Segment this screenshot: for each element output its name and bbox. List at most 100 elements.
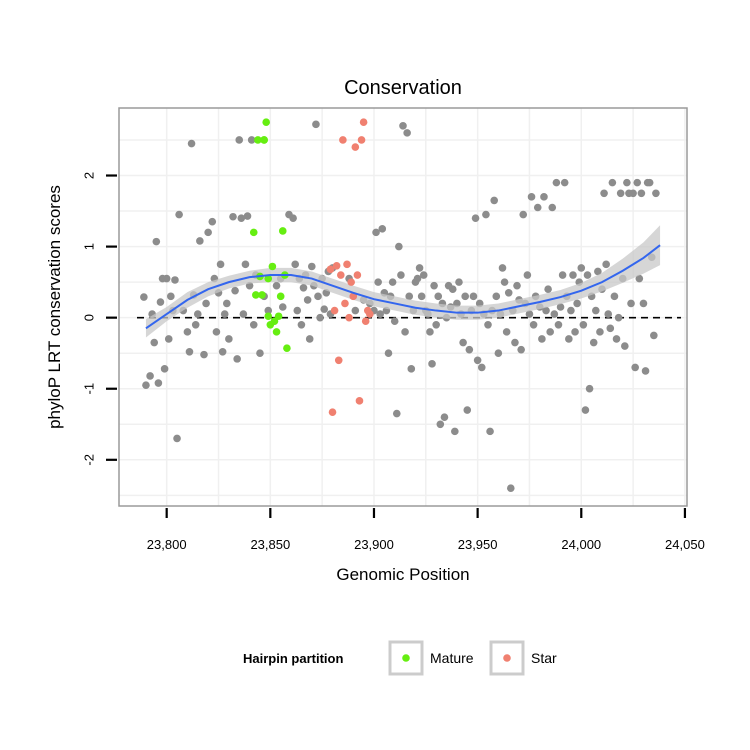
data-point-mature [276, 292, 285, 301]
data-point-star [349, 292, 358, 301]
data-point-other [583, 271, 592, 279]
data-point-other [200, 350, 208, 359]
data-point-other [202, 299, 210, 308]
data-point-other [544, 285, 552, 294]
data-point-other [473, 356, 482, 365]
data-point-other [471, 214, 480, 222]
data-point-other [316, 313, 324, 322]
data-point-other [256, 349, 264, 357]
data-point-other [500, 278, 509, 286]
legend-title: Hairpin partition [243, 651, 343, 666]
data-point-star [328, 408, 337, 416]
data-point-mature [268, 262, 277, 271]
data-point-other [550, 310, 559, 318]
data-point-mature [272, 328, 281, 336]
data-point-other [633, 178, 642, 187]
data-point-other [606, 324, 615, 333]
data-point-other [567, 306, 575, 315]
data-point-other [413, 274, 422, 283]
legend: Hairpin partition Mature Star [243, 640, 557, 676]
data-point-other [631, 363, 639, 372]
data-point-other [403, 129, 411, 137]
data-point-other [249, 320, 258, 329]
data-point-other [604, 310, 613, 318]
data-point-mature [270, 317, 279, 326]
data-point-other [533, 203, 542, 212]
data-point-other [525, 310, 534, 318]
data-point-other [237, 214, 246, 222]
data-point-other [538, 335, 546, 343]
data-point-mature [283, 344, 291, 353]
data-point-other [542, 306, 550, 315]
data-point-other [511, 338, 519, 347]
data-point-other [465, 345, 474, 354]
data-point-star [341, 299, 349, 308]
data-point-other [415, 264, 424, 272]
x-axis-title: Genomic Position [336, 565, 469, 584]
data-point-other [160, 365, 169, 373]
data-point-other [405, 292, 414, 301]
data-point-other [231, 286, 239, 295]
data-point-star [355, 397, 364, 405]
y-tick-label: -2 [82, 454, 97, 466]
data-point-mature [249, 228, 258, 237]
data-point-star [339, 136, 347, 144]
data-point-other [156, 298, 165, 306]
series-star-points [326, 118, 374, 416]
data-point-other [517, 345, 525, 354]
data-point-other [150, 338, 159, 347]
data-point-other [571, 328, 579, 336]
data-point-other [374, 278, 382, 286]
data-point-star [351, 143, 360, 151]
legend-label-mature: Mature [430, 650, 474, 666]
data-point-other [484, 320, 492, 329]
data-point-other [610, 292, 619, 301]
data-point-other [650, 331, 658, 340]
y-axis-title: phyloP LRT conservation scores [45, 185, 64, 429]
data-point-other [173, 434, 181, 443]
data-point-other [482, 210, 490, 219]
smooth-confidence-band [145, 225, 661, 338]
data-point-other [225, 335, 233, 343]
data-point-other [469, 292, 478, 301]
x-axis-ticks: 23,800 23,850 23,900 23,950 24,000 24,050 [147, 508, 705, 552]
legend-swatch-mature [402, 654, 410, 662]
data-point-other [272, 281, 281, 290]
data-point-other [546, 328, 554, 336]
data-point-star [353, 271, 362, 279]
data-point-mature [260, 136, 268, 144]
data-point-other [397, 271, 405, 279]
data-point-other [220, 310, 229, 318]
data-point-other [540, 193, 548, 201]
y-tick-label: 0 [82, 314, 97, 321]
data-point-other [208, 217, 217, 226]
data-point-star [359, 118, 368, 127]
data-point-star [345, 313, 353, 322]
legend-key-star [489, 640, 525, 676]
data-point-other [594, 267, 602, 276]
data-point-other [494, 349, 503, 357]
chart-title: Conservation [344, 77, 462, 99]
data-point-other [440, 413, 449, 421]
data-point-other [436, 420, 445, 429]
data-point-other [229, 212, 237, 221]
data-point-other [278, 303, 287, 311]
data-point-other [312, 120, 320, 129]
data-point-other [591, 306, 600, 315]
data-point-star [334, 356, 343, 365]
data-point-other [577, 264, 586, 272]
data-point-mature [262, 118, 270, 127]
y-tick-label: 1 [82, 243, 97, 250]
data-point-other [241, 260, 250, 269]
data-point-other [351, 306, 360, 315]
data-point-other [154, 379, 163, 387]
data-point-other [314, 292, 322, 301]
data-point-other [392, 409, 401, 418]
x-tick-label: 23,850 [250, 537, 290, 552]
data-point-other [175, 210, 183, 219]
data-point-other [513, 281, 521, 290]
data-point-other [388, 278, 397, 286]
data-point-other [637, 189, 646, 198]
data-point-other [573, 299, 581, 308]
data-point-other [307, 262, 316, 271]
